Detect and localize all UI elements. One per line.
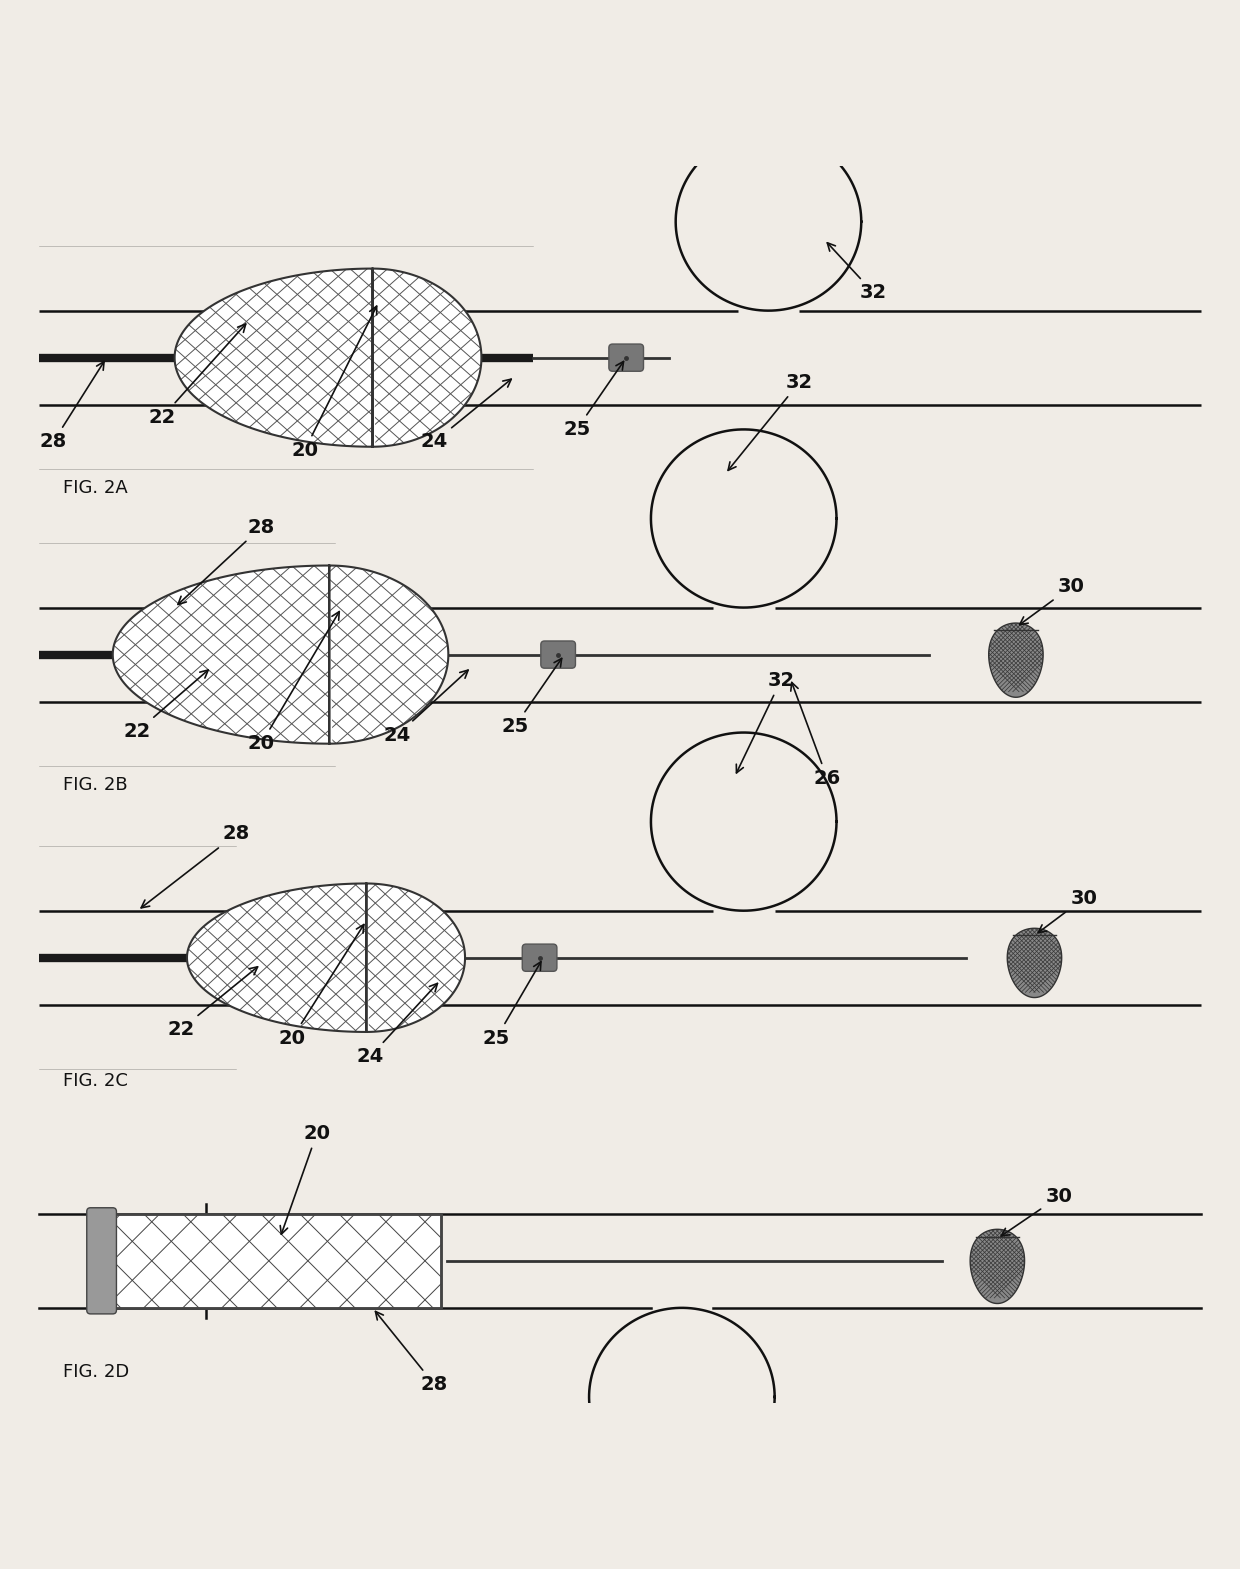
Bar [113, 1214, 440, 1309]
Text: 28: 28 [40, 361, 104, 452]
Text: FIG. 2A: FIG. 2A [63, 479, 128, 496]
Polygon shape [175, 268, 481, 447]
Text: 25: 25 [482, 962, 541, 1048]
Text: 22: 22 [149, 323, 246, 427]
Polygon shape [988, 623, 1043, 697]
Text: 28: 28 [179, 518, 275, 604]
Polygon shape [113, 565, 449, 744]
Text: 32: 32 [728, 373, 813, 471]
FancyBboxPatch shape [87, 1208, 117, 1313]
Text: 30: 30 [1038, 888, 1097, 932]
Text: FIG. 2B: FIG. 2B [63, 775, 128, 794]
Text: 22: 22 [167, 967, 258, 1039]
Text: 28: 28 [141, 824, 250, 908]
Text: 20: 20 [280, 1123, 330, 1235]
Text: 22: 22 [124, 670, 208, 741]
Text: 25: 25 [563, 361, 624, 439]
Text: 24: 24 [383, 670, 469, 745]
FancyBboxPatch shape [541, 642, 575, 668]
Polygon shape [187, 883, 465, 1032]
Text: 30: 30 [1001, 1188, 1073, 1236]
Text: FIG. 2C: FIG. 2C [63, 1073, 128, 1090]
FancyBboxPatch shape [522, 945, 557, 971]
Polygon shape [970, 1229, 1024, 1304]
Text: 20: 20 [279, 924, 363, 1048]
Text: 20: 20 [248, 612, 340, 753]
Text: 20: 20 [291, 306, 377, 460]
Text: 28: 28 [376, 1312, 448, 1393]
Text: 32: 32 [827, 243, 887, 303]
Polygon shape [1007, 929, 1061, 998]
Text: 30: 30 [1019, 577, 1085, 624]
Text: 24: 24 [356, 984, 438, 1067]
FancyBboxPatch shape [609, 344, 644, 372]
Text: 26: 26 [791, 683, 841, 788]
Text: 32: 32 [737, 672, 795, 774]
Text: 24: 24 [420, 380, 511, 452]
Text: FIG. 2D: FIG. 2D [63, 1363, 129, 1381]
Text: 25: 25 [501, 659, 562, 736]
Bar [113, 1214, 440, 1309]
